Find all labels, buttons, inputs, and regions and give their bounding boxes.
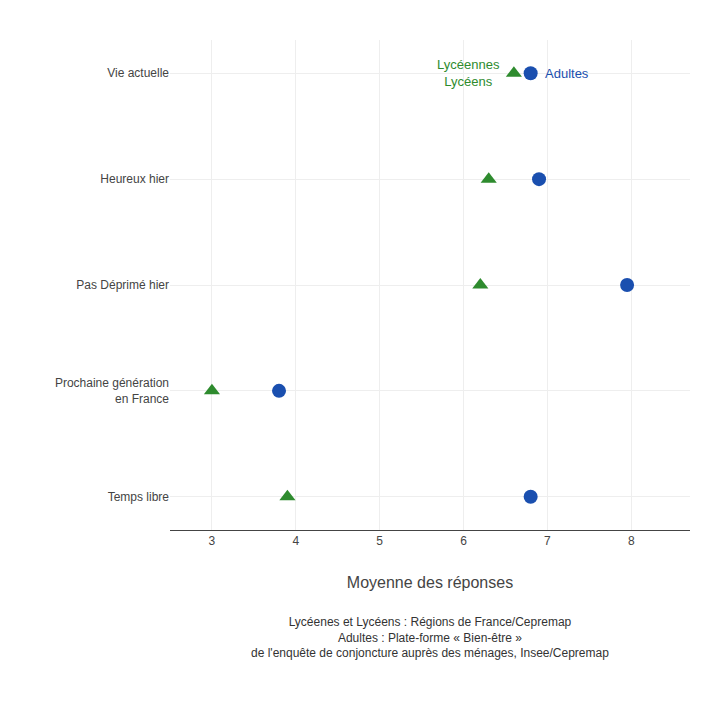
svg-text:Pas Déprimé hier: Pas Déprimé hier: [76, 278, 169, 292]
svg-text:4: 4: [292, 534, 299, 548]
svg-text:3: 3: [209, 534, 216, 548]
svg-text:5: 5: [376, 534, 383, 548]
svg-text:Temps libre: Temps libre: [108, 490, 170, 504]
svg-text:7: 7: [544, 534, 551, 548]
svg-text:Lycéenes et Lycéens : Régions: Lycéenes et Lycéens : Régions de France/…: [251, 615, 609, 660]
svg-text:Adultes: Adultes: [545, 66, 589, 81]
svg-text:6: 6: [460, 534, 467, 548]
svg-text:8: 8: [628, 534, 635, 548]
svg-text:Heureux hier: Heureux hier: [100, 172, 169, 186]
svg-text:Vie actuelle: Vie actuelle: [107, 66, 169, 80]
svg-text:Prochaine générationen France: Prochaine générationen France: [55, 376, 169, 406]
svg-text:LycéennesLycéens: LycéennesLycéens: [437, 57, 500, 89]
svg-text:Moyenne des réponses: Moyenne des réponses: [347, 574, 513, 591]
